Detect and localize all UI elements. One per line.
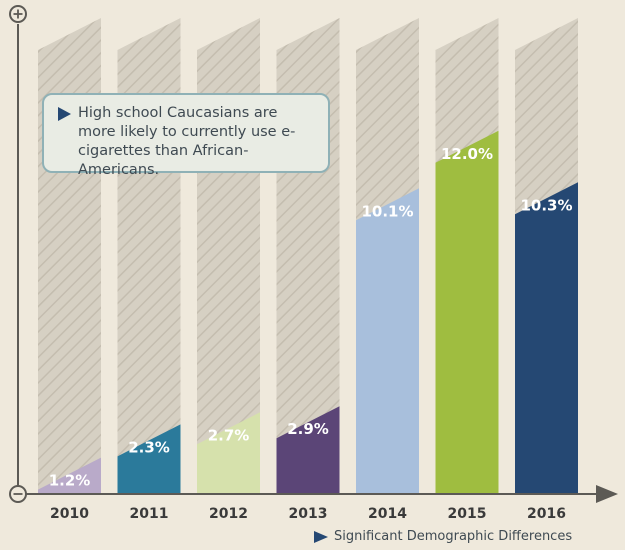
x-tick-2013: 2013 xyxy=(289,506,328,522)
annotation-text: High school Caucasians are more likely t… xyxy=(78,105,296,178)
annotation-callout: High school Caucasians are more likely t… xyxy=(42,93,330,178)
bar-2013 xyxy=(276,406,340,494)
x-tick-2011: 2011 xyxy=(130,506,169,522)
data-label-2014: 10.1% xyxy=(361,202,413,220)
data-label-2012: 2.7% xyxy=(208,426,250,444)
bar-2015 xyxy=(435,130,499,495)
bar-2012 xyxy=(197,412,260,494)
x-tick-2014: 2014 xyxy=(368,506,407,522)
x-axis-arrow-icon xyxy=(596,485,618,503)
x-tick-2016: 2016 xyxy=(527,506,566,522)
bar-2016 xyxy=(515,182,578,494)
bar-2011 xyxy=(117,424,181,494)
footnote-text: Significant Demographic Differences xyxy=(334,529,573,544)
bar-2010 xyxy=(38,457,101,494)
bar-track xyxy=(38,18,101,494)
data-label-2011: 2.3% xyxy=(128,438,170,456)
footnote: Significant Demographic Differences xyxy=(314,527,572,547)
pointer-arrow-icon xyxy=(58,107,71,121)
minus-circle-icon xyxy=(9,485,27,503)
data-label-2016: 10.3% xyxy=(520,196,572,214)
data-label-2010: 1.2% xyxy=(49,472,91,490)
data-label-2013: 2.9% xyxy=(287,420,329,438)
plus-circle-icon xyxy=(9,5,27,23)
pointer-arrow-icon xyxy=(314,530,328,543)
bar-track xyxy=(117,18,181,494)
data-label-2015: 12.0% xyxy=(441,145,493,163)
bar-2014 xyxy=(356,188,419,494)
x-tick-2010: 2010 xyxy=(50,506,89,522)
x-tick-2012: 2012 xyxy=(209,506,248,522)
x-tick-2015: 2015 xyxy=(448,506,487,522)
